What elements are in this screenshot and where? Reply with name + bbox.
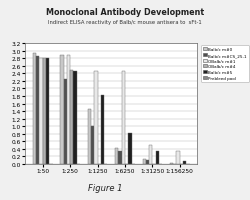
Bar [40,59,43,164]
Bar [183,161,186,164]
Bar [118,151,122,164]
Bar [101,96,104,164]
Bar [176,151,180,164]
Bar [46,59,49,164]
Bar [70,70,73,164]
Bar [67,55,70,164]
Bar [115,148,118,164]
Bar [156,151,159,164]
Bar [60,55,64,164]
Bar [36,57,40,164]
Bar [94,72,98,164]
Bar [33,53,36,164]
Bar [149,145,152,164]
Bar [91,127,94,164]
Bar [43,59,46,164]
Text: Monoclonal Antibody Development: Monoclonal Antibody Development [46,8,204,17]
Legend: Balb/c m#0, Balb/c m#CS_25-1, OBalb/c m#1, OBalb/c m#4, Balb/c m#5, Prebleed poo: Balb/c m#0, Balb/c m#CS_25-1, OBalb/c m#… [201,46,249,82]
Bar [128,133,132,164]
Bar [146,160,149,164]
Bar [74,72,77,164]
Bar [170,163,173,164]
Text: Indirect ELISA reactivity of Balb/c mouse antisera to  sFt-1: Indirect ELISA reactivity of Balb/c mous… [48,20,202,25]
Text: Figure 1: Figure 1 [88,183,122,192]
Bar [142,160,146,164]
Bar [88,110,91,164]
Bar [64,80,67,164]
Bar [122,72,125,164]
